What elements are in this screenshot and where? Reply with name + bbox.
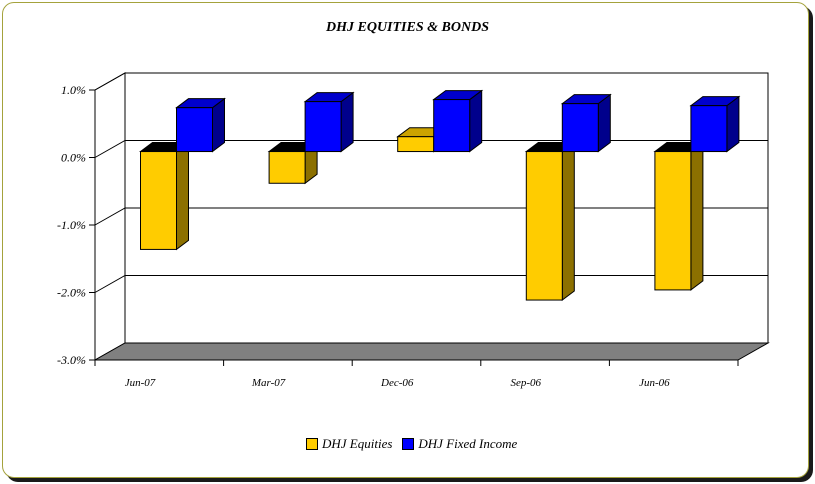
legend-label-fixed-income: DHJ Fixed Income (418, 436, 518, 451)
equities-bar (139, 141, 190, 251)
equities-bar (524, 141, 576, 302)
x-tick-label: Jun-06 (639, 377, 670, 389)
bar-front (525, 151, 563, 301)
bar-side (561, 141, 575, 302)
legend-swatch-fixed-income (402, 438, 415, 450)
legend-swatch-equities (306, 438, 318, 450)
bar-side (340, 91, 354, 153)
bar-side (597, 93, 611, 153)
equities-bar (653, 141, 705, 291)
bar-front (176, 107, 213, 153)
y-tick-label: 1.0% (61, 83, 86, 97)
bar-front (433, 99, 471, 153)
gridline (94, 140, 768, 158)
x-tick-label: Mar-07 (251, 377, 286, 389)
bar-front (690, 105, 728, 153)
y-tick-label: -1.0% (57, 218, 86, 232)
bar-side (690, 141, 704, 291)
bar-front (268, 151, 306, 184)
x-tick-label: Sep-06 (511, 377, 542, 389)
chart-title: DHJ EQUITIES & BONDS (326, 20, 489, 35)
bar-front (140, 151, 177, 250)
bar-front (397, 136, 435, 153)
fixed-income-bar (303, 91, 355, 153)
fixed-income-bar (175, 97, 226, 153)
fixed-income-bar (689, 95, 741, 153)
bar-front (561, 103, 599, 153)
floor (93, 342, 770, 361)
x-tick-label: Jun-07 (125, 377, 156, 389)
bar-side (469, 89, 483, 153)
legend-label-equities: DHJ Equities (322, 436, 393, 451)
y-tick-label: 0.0% (61, 151, 86, 165)
y-tick-label: -3.0% (57, 353, 86, 367)
fixed-income-bar (432, 89, 484, 153)
gridline (94, 72, 768, 91)
legend-item-fixed-income: DHJ Fixed Income (402, 436, 517, 452)
bar-side (176, 141, 189, 251)
fixed-income-bar (560, 93, 612, 153)
chart-legend: DHJ Equities DHJ Fixed Income (306, 436, 523, 452)
y-tick-label: -2.0% (57, 286, 86, 300)
legend-item-equities: DHJ Equities (306, 436, 392, 452)
bar-front (304, 101, 342, 153)
x-tick-label: Dec-06 (380, 377, 414, 389)
bar-front (654, 151, 692, 291)
